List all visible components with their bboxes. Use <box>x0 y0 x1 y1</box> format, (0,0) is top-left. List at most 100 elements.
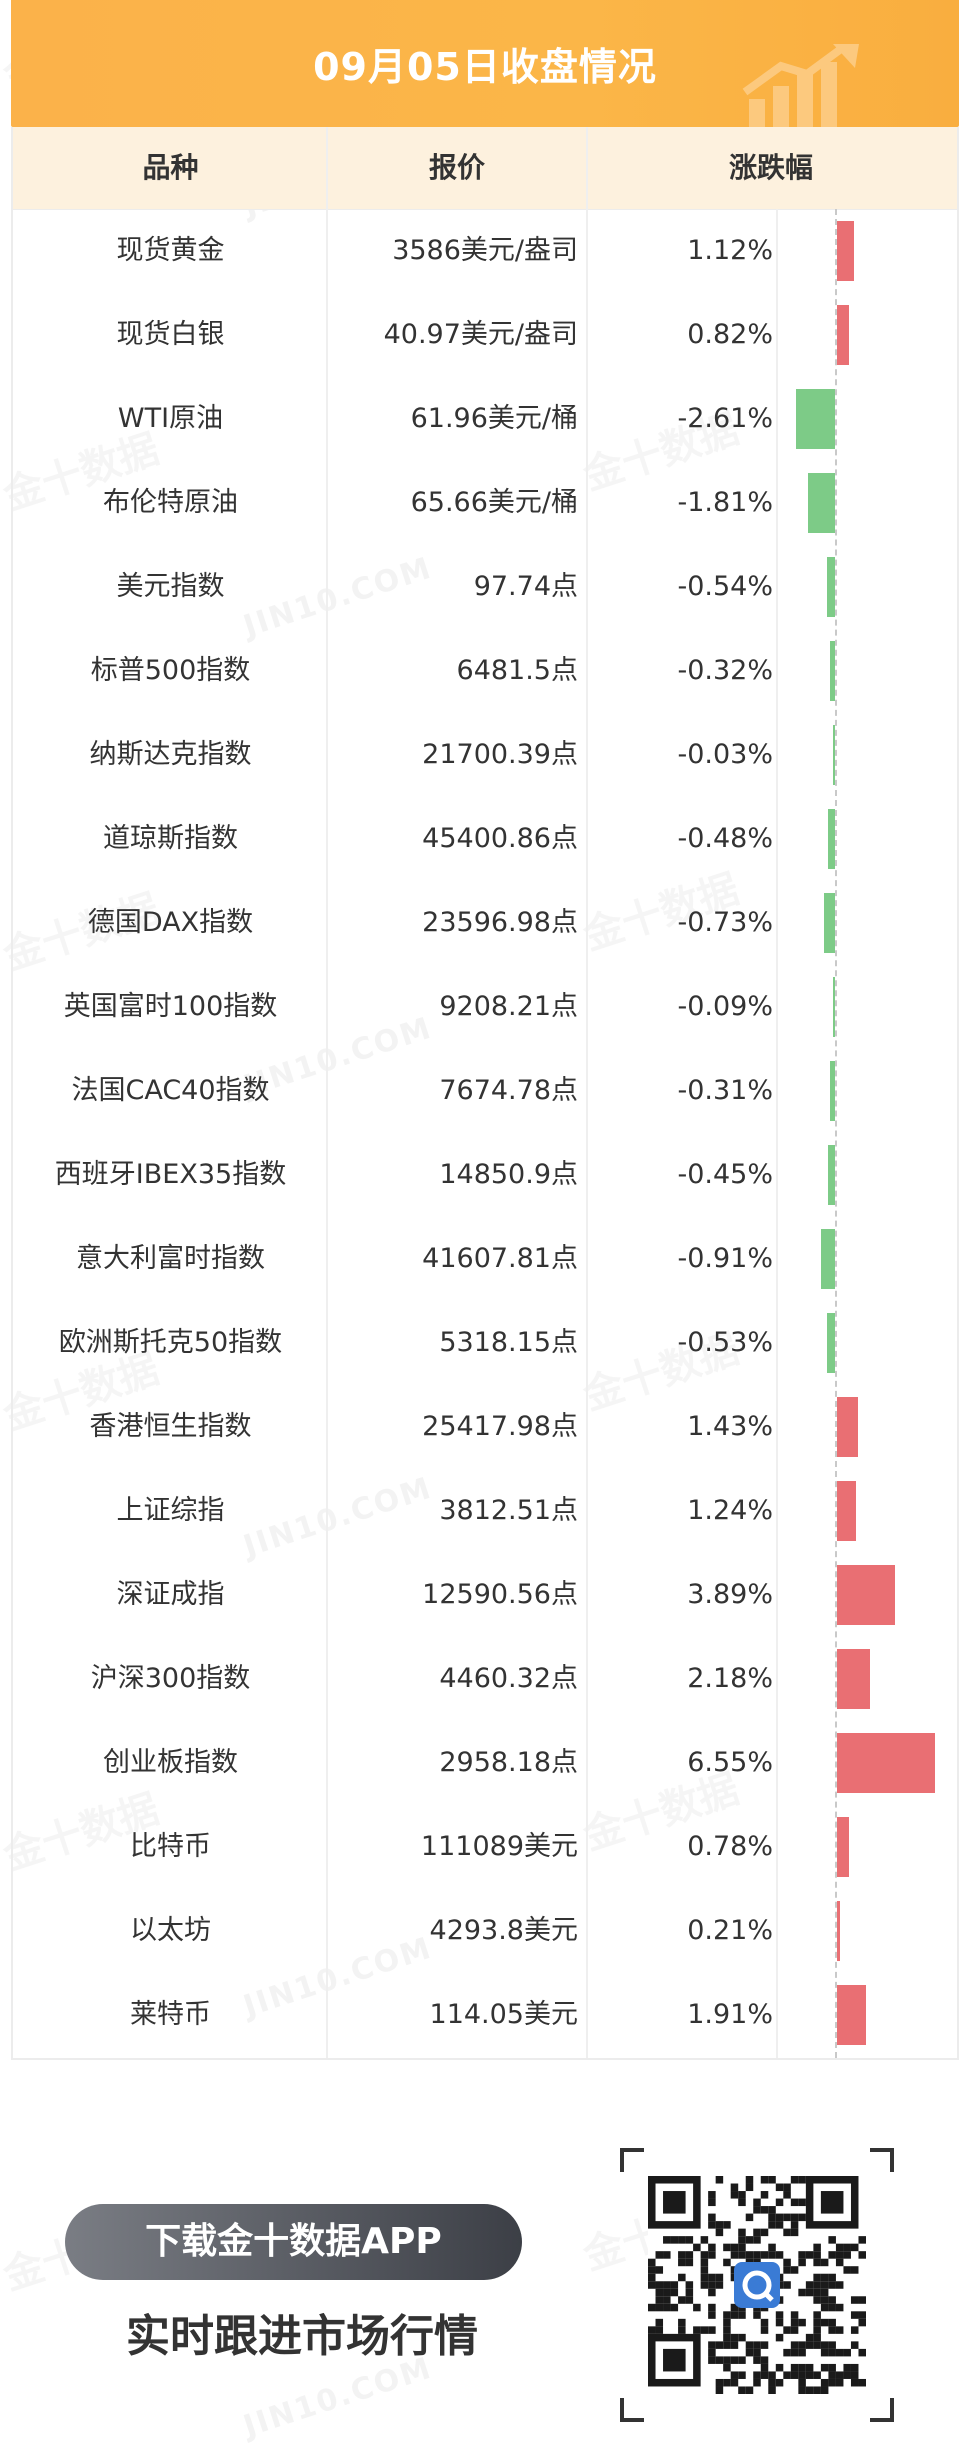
instrument-change: 1.12% <box>687 235 773 266</box>
instrument-change: -1.81% <box>677 487 773 518</box>
instrument-change: 0.78% <box>687 1831 773 1862</box>
table-row: 道琼斯指数 45400.86点 -0.48% <box>13 797 957 881</box>
instrument-change: -0.32% <box>677 655 773 686</box>
table-row: 以太坊 4293.8美元 0.21% <box>13 1889 957 1973</box>
instrument-change: 0.82% <box>687 319 773 350</box>
instrument-name: 深证成指 <box>116 1579 225 1610</box>
change-bar <box>837 1565 896 1625</box>
instrument-name: 西班牙IBEX35指数 <box>54 1159 287 1190</box>
table-row: 标普500指数 6481.5点 -0.32% <box>13 629 957 713</box>
instrument-change: 1.24% <box>687 1495 773 1526</box>
change-bar <box>837 1901 841 1961</box>
instrument-price: 45400.86点 <box>422 823 578 854</box>
change-bar <box>837 1397 859 1457</box>
column-divider <box>586 127 588 2058</box>
table-row: 沪深300指数 4460.32点 2.18% <box>13 1637 957 1721</box>
table-row: 英国富时100指数 9208.21点 -0.09% <box>13 965 957 1049</box>
table-row: 美元指数 97.74点 -0.54% <box>13 545 957 629</box>
change-bar <box>833 977 835 1037</box>
instrument-price: 3586美元/盎司 <box>392 235 578 266</box>
change-bar <box>827 809 835 869</box>
trend-chart-icon <box>742 44 859 127</box>
instrument-change: -2.61% <box>677 403 773 434</box>
instrument-price: 4460.32点 <box>439 1663 578 1694</box>
instrument-price: 4293.8美元 <box>429 1915 578 1946</box>
table-row: 现货白银 40.97美元/盎司 0.82% <box>13 293 957 377</box>
change-bar <box>837 1985 866 2045</box>
table-row: 西班牙IBEX35指数 14850.9点 -0.45% <box>13 1133 957 1217</box>
instrument-change: -0.09% <box>677 991 773 1022</box>
table-row: 深证成指 12590.56点 3.89% <box>13 1553 957 1637</box>
jin10-logo-icon <box>734 2262 780 2308</box>
instrument-name: 香港恒生指数 <box>89 1411 252 1442</box>
instrument-price: 23596.98点 <box>422 907 578 938</box>
instrument-change: 2.18% <box>687 1663 773 1694</box>
table-row: 德国DAX指数 23596.98点 -0.73% <box>13 881 957 965</box>
instrument-price: 6481.5点 <box>456 655 578 686</box>
change-bar <box>807 473 835 533</box>
change-bar <box>837 305 850 365</box>
instrument-price: 114.05美元 <box>429 1999 578 2030</box>
table-row: 香港恒生指数 25417.98点 1.43% <box>13 1385 957 1469</box>
instrument-price: 21700.39点 <box>422 739 578 770</box>
table-row: 布伦特原油 65.66美元/桶 -1.81% <box>13 461 957 545</box>
instrument-change: 6.55% <box>687 1747 773 1778</box>
table-row: 上证综指 3812.51点 1.24% <box>13 1469 957 1553</box>
change-bar <box>830 641 835 701</box>
instrument-price: 40.97美元/盎司 <box>383 319 578 350</box>
instrument-price: 12590.56点 <box>422 1579 578 1610</box>
instrument-price: 25417.98点 <box>422 1411 578 1442</box>
column-divider <box>326 127 328 2058</box>
quote-table: 品种 报价 涨跌幅 现货黄金 3586美元/盎司 1.12% 现货白银 40.97美元/… <box>11 127 959 2060</box>
instrument-name: 以太坊 <box>130 1915 211 1946</box>
instrument-price: 41607.81点 <box>422 1243 578 1274</box>
table-row: 意大利富时指数 41607.81点 -0.91% <box>13 1217 957 1301</box>
title-banner: 09月05日收盘情况 <box>11 0 959 127</box>
change-bar <box>837 1649 870 1709</box>
table-row: 法国CAC40指数 7674.78点 -0.31% <box>13 1049 957 1133</box>
table-row: WTI原油 61.96美元/桶 -2.61% <box>13 377 957 461</box>
qr-code-icon[interactable] <box>648 2176 866 2394</box>
table-row: 莱特币 114.05美元 1.91% <box>13 1973 957 2057</box>
change-bar <box>821 1229 835 1289</box>
instrument-price: 65.66美元/桶 <box>410 487 578 518</box>
chart-zero-line <box>835 209 837 2058</box>
instrument-change: -0.73% <box>677 907 773 938</box>
footer-subtitle: 实时跟进市场行情 <box>126 2311 478 2362</box>
instrument-change: -0.45% <box>677 1159 773 1190</box>
instrument-name: 沪深300指数 <box>90 1663 251 1694</box>
instrument-price: 111089美元 <box>420 1831 578 1862</box>
change-bar <box>828 1145 835 1205</box>
instrument-name: 现货白银 <box>116 319 225 350</box>
instrument-price: 97.74点 <box>473 571 578 602</box>
change-bar <box>830 1061 835 1121</box>
instrument-name: 现货黄金 <box>116 235 225 266</box>
instrument-price: 14850.9点 <box>439 1159 578 1190</box>
instrument-name: 标普500指数 <box>90 655 251 686</box>
instrument-change: -0.31% <box>677 1075 773 1106</box>
instrument-change: 0.21% <box>687 1915 773 1946</box>
instrument-price: 7674.78点 <box>439 1075 578 1106</box>
instrument-name: 德国DAX指数 <box>87 907 254 938</box>
instrument-name: 美元指数 <box>116 571 225 602</box>
change-bar <box>833 725 835 785</box>
column-header-change: 涨跌幅 <box>728 151 813 184</box>
instrument-price: 9208.21点 <box>439 991 578 1022</box>
download-app-button[interactable]: 下载金十数据APP <box>65 2204 522 2280</box>
instrument-name: 布伦特原油 <box>103 487 238 518</box>
instrument-name: 比特币 <box>130 1831 211 1862</box>
table-row: 欧洲斯托克50指数 5318.15点 -0.53% <box>13 1301 957 1385</box>
column-divider <box>776 209 778 2058</box>
column-header-price: 报价 <box>428 151 485 184</box>
change-bar <box>824 893 835 953</box>
instrument-change: -0.03% <box>677 739 773 770</box>
instrument-change: -0.54% <box>677 571 773 602</box>
table-row: 比特币 111089美元 0.78% <box>13 1805 957 1889</box>
qr-code-frame <box>620 2148 894 2422</box>
instrument-name: 创业板指数 <box>103 1747 238 1778</box>
instrument-name: WTI原油 <box>117 403 224 434</box>
instrument-change: -0.91% <box>677 1243 773 1274</box>
instrument-change: -0.53% <box>677 1327 773 1358</box>
change-bar <box>837 221 854 281</box>
instrument-change: 1.43% <box>687 1411 773 1442</box>
